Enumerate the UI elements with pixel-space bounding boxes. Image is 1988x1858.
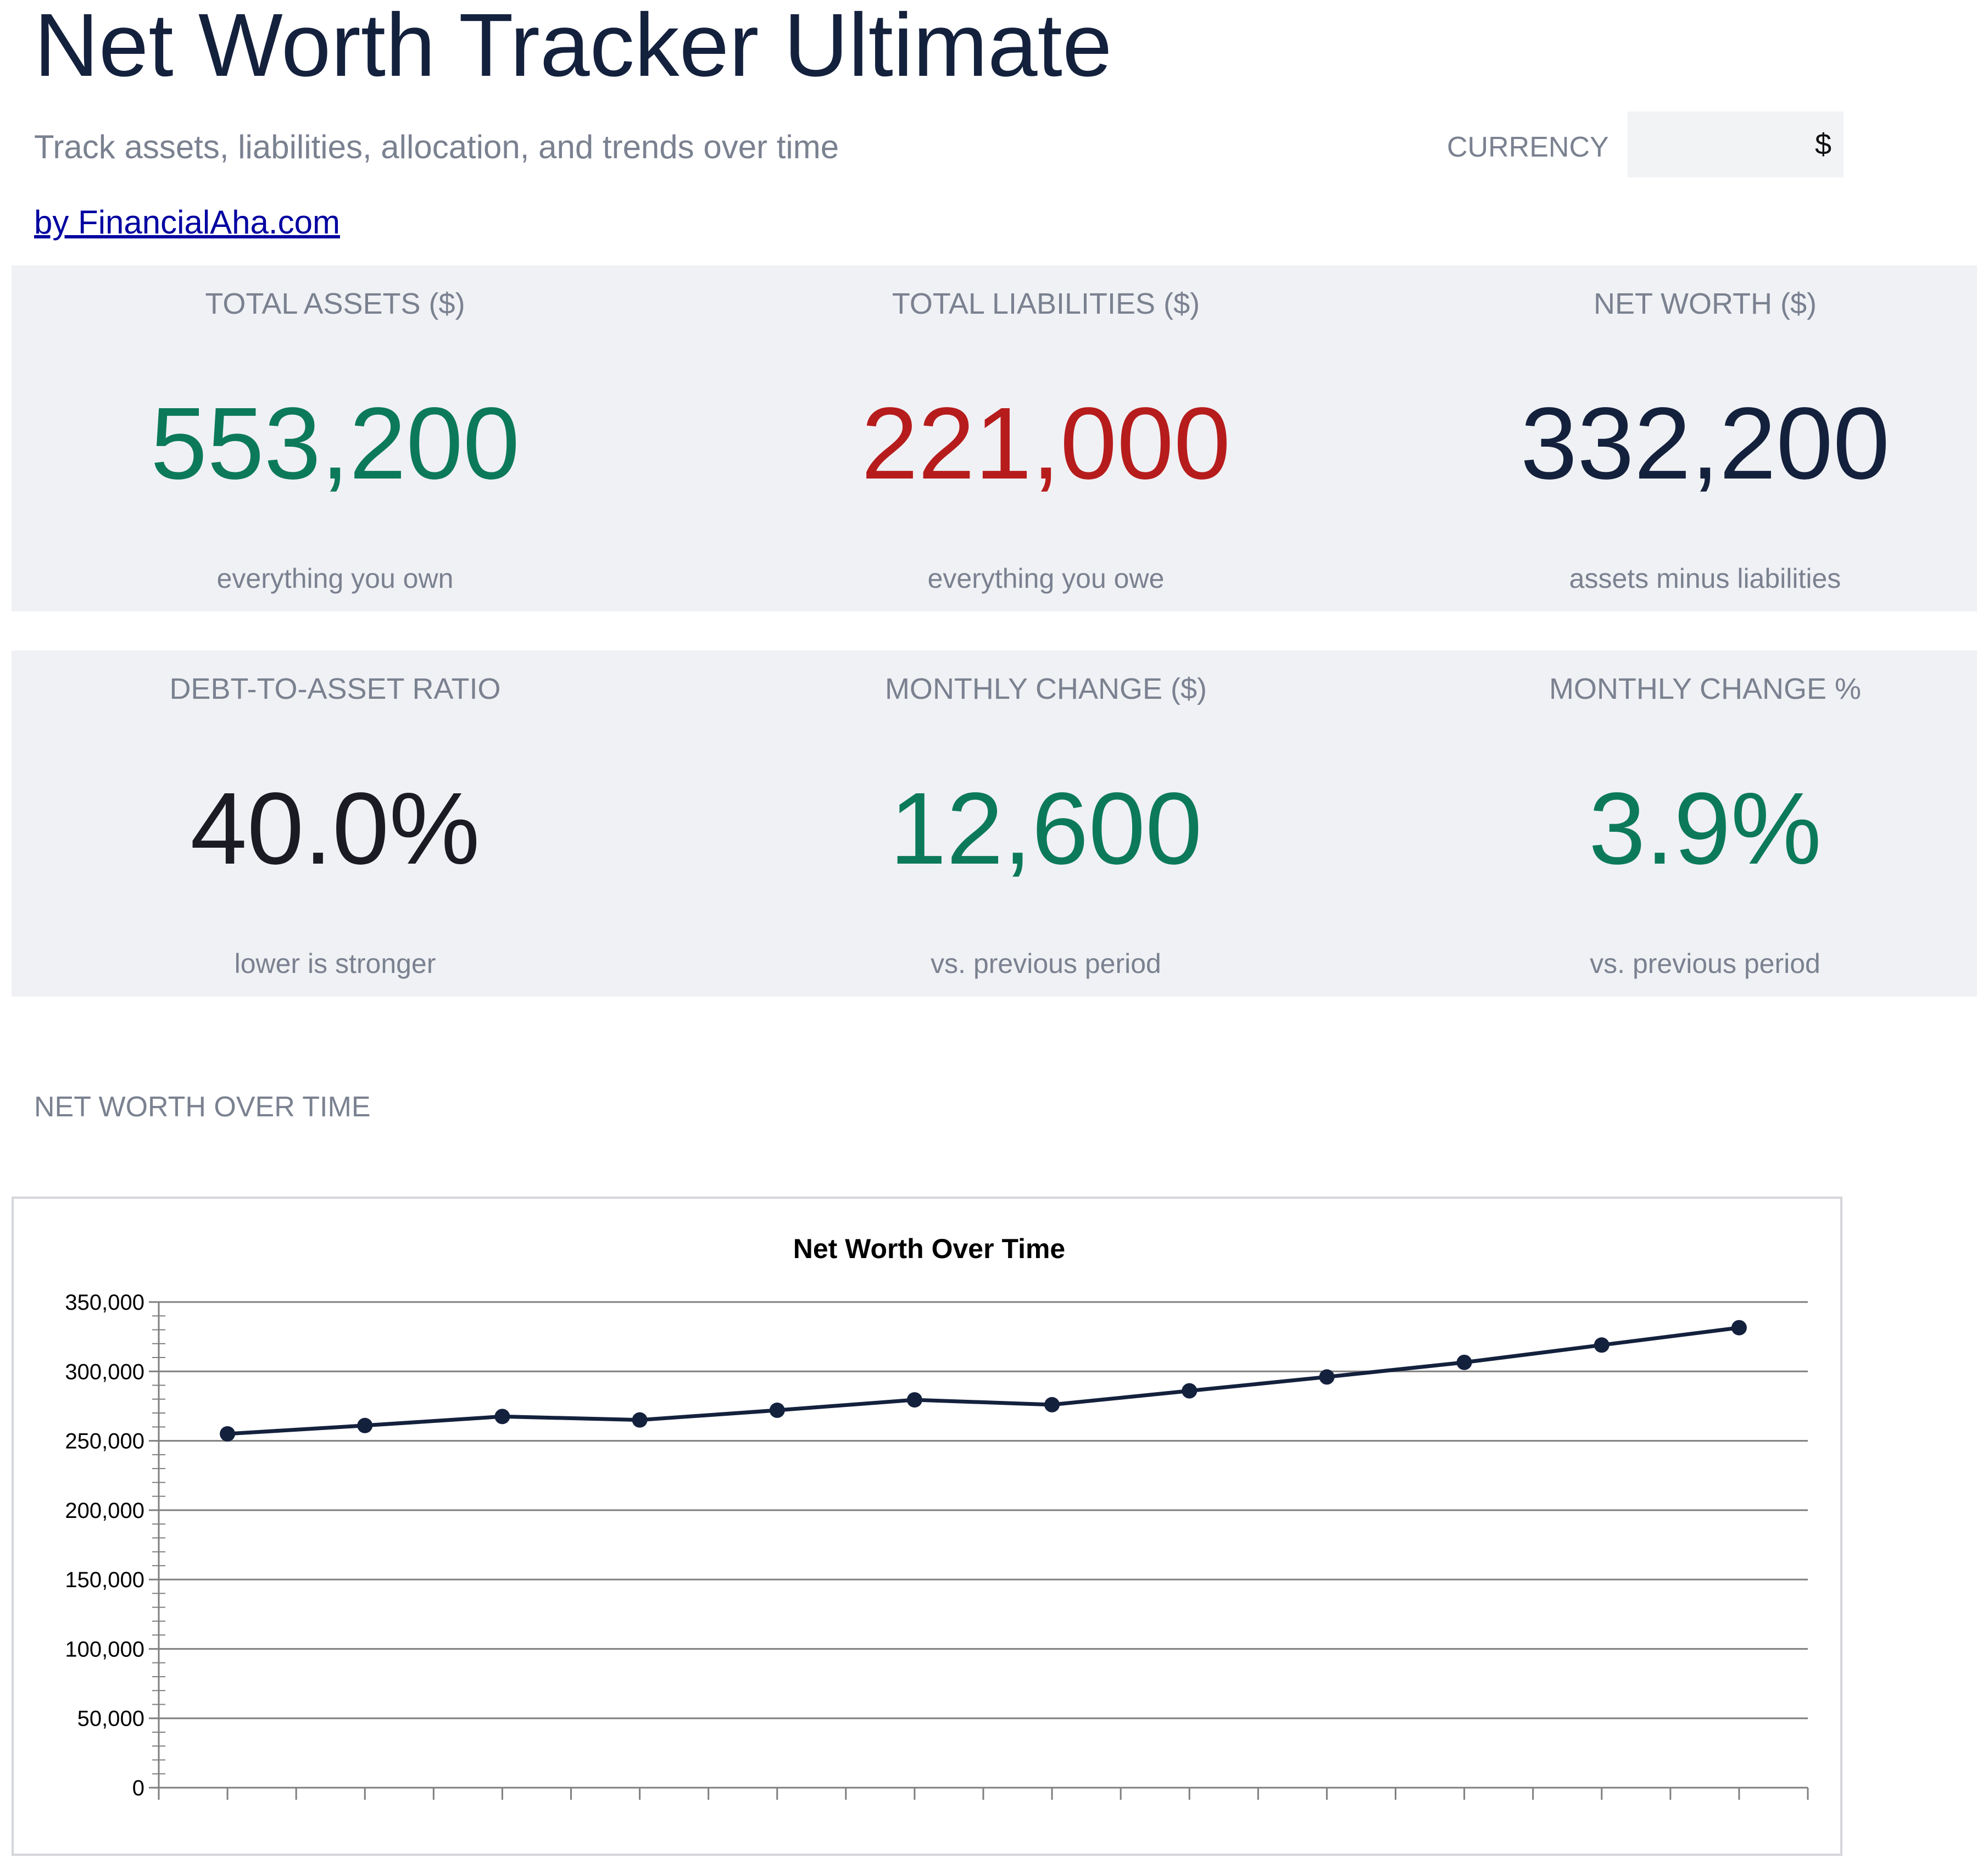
kpi-value-debt-to-asset: 40.0% [190, 772, 480, 886]
kpi-caption: vs. previous period [931, 948, 1161, 979]
data-point [1182, 1383, 1198, 1399]
page-subtitle: Track assets, liabilities, allocation, a… [34, 129, 839, 165]
y-tick-label: 300,000 [65, 1360, 144, 1384]
kpi-label: DEBT-TO-ASSET RATIO [169, 672, 501, 705]
currency-input[interactable] [1628, 112, 1844, 177]
data-point [494, 1409, 510, 1425]
data-point [906, 1392, 922, 1408]
kpi-caption: vs. previous period [1590, 948, 1820, 979]
kpi-value-monthly-change-pct: 3.9% [1589, 772, 1822, 886]
financialaha-link[interactable]: by FinancialAha.com [34, 204, 340, 241]
kpi-value-monthly-change: 12,600 [889, 772, 1202, 886]
kpi-caption: lower is stronger [234, 948, 436, 979]
kpi-label: NET WORTH ($) [1593, 287, 1817, 320]
kpi-label: MONTHLY CHANGE % [1549, 672, 1862, 705]
kpi-card-total-assets: TOTAL ASSETS ($) 553,200 everything you … [12, 265, 659, 611]
data-point [632, 1412, 648, 1428]
kpi-caption: everything you owe [927, 563, 1165, 594]
data-point [1044, 1397, 1060, 1412]
kpi-value-net-worth: 332,200 [1520, 387, 1890, 500]
kpi-caption: everything you own [216, 563, 454, 594]
y-tick-label: 50,000 [77, 1707, 144, 1731]
y-tick-label: 350,000 [65, 1290, 144, 1315]
kpi-label: TOTAL ASSETS ($) [205, 287, 465, 320]
kpi-row-ratios: DEBT-TO-ASSET RATIO 40.0% lower is stron… [12, 650, 1977, 997]
data-point [769, 1403, 785, 1418]
kpi-row-totals: TOTAL ASSETS ($) 553,200 everything you … [12, 265, 1977, 611]
net-worth-line [227, 1326, 1740, 1436]
data-point [1456, 1354, 1472, 1370]
data-point [357, 1417, 373, 1433]
data-point [1319, 1369, 1335, 1385]
chart-title: Net Worth Over Time [793, 1233, 1065, 1264]
y-tick-label: 250,000 [65, 1429, 144, 1454]
y-tick-label: 150,000 [65, 1568, 144, 1592]
currency-label: CURRENCY [1447, 131, 1609, 163]
kpi-caption: assets minus liabilities [1569, 563, 1841, 594]
chart-canvas: Net Worth Over Time 0 50,000 100,000 150,000… [65, 1233, 1809, 1800]
data-point [220, 1426, 236, 1442]
kpi-card-total-liabilities: TOTAL LIABILITIES ($) 221,000 everything… [659, 265, 1433, 611]
kpi-card-net-worth: NET WORTH ($) 332,200 assets minus liabi… [1433, 265, 1977, 611]
net-worth-chart[interactable]: Net Worth Over Time 0 50,000 100,000 150,000… [12, 1197, 1842, 1856]
page-title: Net Worth Tracker Ultimate [34, 0, 1112, 95]
y-tick-label: 0 [132, 1776, 144, 1800]
kpi-card-monthly-change: MONTHLY CHANGE ($) 12,600 vs. previous p… [659, 650, 1433, 997]
kpi-card-monthly-change-pct: MONTHLY CHANGE % 3.9% vs. previous perio… [1433, 650, 1977, 997]
kpi-card-debt-to-asset: DEBT-TO-ASSET RATIO 40.0% lower is stron… [12, 650, 659, 997]
kpi-value-total-assets: 553,200 [150, 387, 520, 500]
y-tick-label: 100,000 [65, 1637, 144, 1661]
kpi-value-total-liabilities: 221,000 [861, 387, 1231, 500]
y-tick-label: 200,000 [65, 1499, 144, 1523]
chart-section-heading: NET WORTH OVER TIME [34, 1091, 371, 1123]
kpi-label: TOTAL LIABILITIES ($) [892, 287, 1200, 320]
kpi-label: MONTHLY CHANGE ($) [884, 672, 1207, 705]
data-point [1731, 1320, 1747, 1336]
data-point [1594, 1337, 1610, 1353]
